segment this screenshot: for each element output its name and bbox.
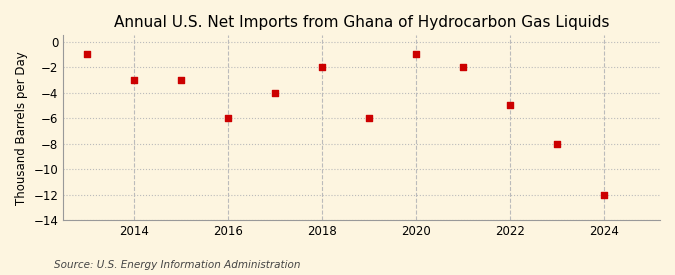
Point <box>598 192 609 197</box>
Point <box>410 52 421 57</box>
Point <box>176 78 186 82</box>
Point <box>363 116 374 120</box>
Point <box>504 103 515 108</box>
Point <box>269 90 280 95</box>
Point <box>128 78 139 82</box>
Title: Annual U.S. Net Imports from Ghana of Hydrocarbon Gas Liquids: Annual U.S. Net Imports from Ghana of Hy… <box>114 15 610 30</box>
Y-axis label: Thousand Barrels per Day: Thousand Barrels per Day <box>15 51 28 205</box>
Text: Source: U.S. Energy Information Administration: Source: U.S. Energy Information Administ… <box>54 260 300 270</box>
Point <box>551 141 562 146</box>
Point <box>457 65 468 69</box>
Point <box>82 52 92 57</box>
Point <box>317 65 327 69</box>
Point <box>222 116 233 120</box>
